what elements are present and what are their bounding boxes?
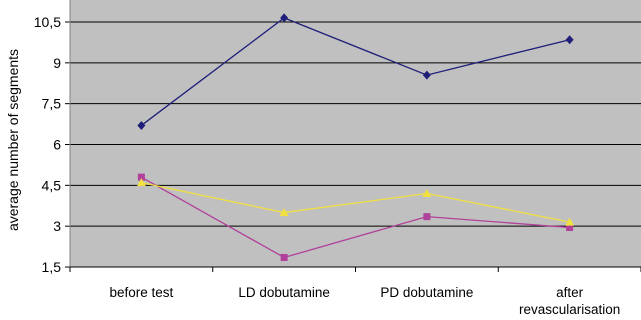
y-tick-label: 7,5 xyxy=(42,96,62,112)
y-tick-label: 1,5 xyxy=(42,259,62,275)
y-tick-label: 4,5 xyxy=(42,177,62,193)
data-point xyxy=(422,70,431,80)
data-point xyxy=(280,253,288,261)
series-1 xyxy=(137,13,574,130)
series-line xyxy=(141,181,570,223)
data-point xyxy=(565,35,574,45)
data-point xyxy=(280,13,289,23)
y-tick-label: 6 xyxy=(53,137,61,153)
series-2 xyxy=(137,173,574,261)
y-axis-title: average number of segments xyxy=(5,49,21,231)
data-point xyxy=(423,213,431,221)
data-point xyxy=(422,189,432,197)
x-tick-label: after revascularisation xyxy=(519,285,620,317)
data-point xyxy=(137,120,146,130)
series-line xyxy=(141,176,570,259)
y-tick-label: 9 xyxy=(53,55,61,71)
x-tick-label: before test xyxy=(109,285,173,300)
x-tick-label: PD dobutamine xyxy=(380,285,473,300)
x-tick-label: LD dobutamine xyxy=(238,285,330,300)
data-point xyxy=(565,217,575,226)
plot-area xyxy=(70,0,641,267)
y-tick-label: 3 xyxy=(53,218,61,234)
series-line xyxy=(140,17,570,126)
series-3 xyxy=(136,178,575,226)
x-axis-ticks: before test LD dobutamine PD dobutamine aft… xyxy=(69,266,641,317)
y-axis-ticks: 1,5 3 4,5 6 7,5 9 10,5 xyxy=(34,0,71,275)
series-layer xyxy=(136,13,575,261)
data-point xyxy=(137,173,145,181)
data-point xyxy=(136,178,146,187)
y-tick-label: 10,5 xyxy=(34,14,61,30)
data-point xyxy=(566,224,574,232)
data-point xyxy=(279,208,289,217)
